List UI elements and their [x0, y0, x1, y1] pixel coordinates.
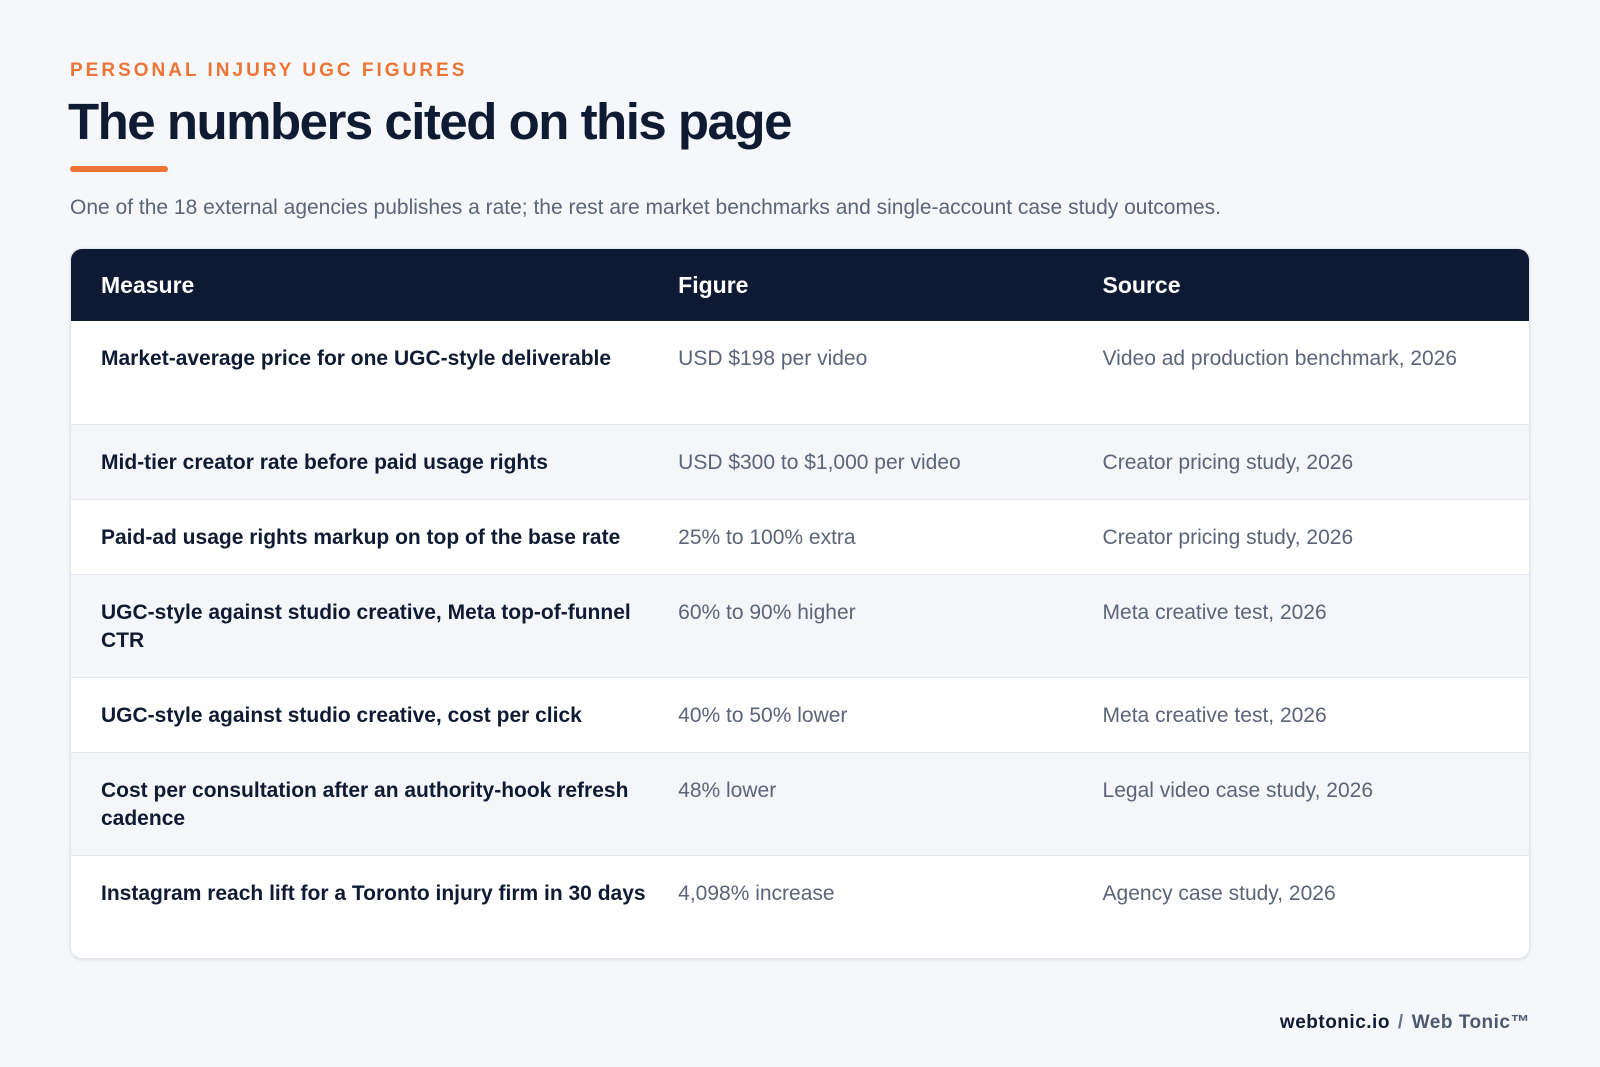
cell-figure: USD $198 per video [678, 347, 868, 370]
cell-measure: Paid-ad usage rights markup on top of th… [101, 526, 621, 549]
page-title: The numbers cited on this page [68, 93, 792, 150]
cell-measure: UGC-style against studio creative, Meta … [101, 601, 631, 652]
cell-measure: UGC-style against studio creative, cost … [101, 704, 582, 727]
cell-source: Legal video case study, 2026 [1102, 779, 1374, 802]
table-row: Instagram reach lift for a Toronto injur… [71, 855, 1529, 958]
footer-separator: / [1397, 1012, 1404, 1033]
table-row: UGC-style against studio creative, cost … [71, 677, 1529, 752]
cell-source: Creator pricing study, 2026 [1102, 526, 1354, 549]
cell-source: Meta creative test, 2026 [1102, 601, 1327, 624]
eyebrow-label: PERSONAL INJURY UGC FIGURES [70, 60, 468, 81]
footer-credit: webtonic.io / Web Tonic™ [1280, 1012, 1530, 1034]
cell-source: Creator pricing study, 2026 [1102, 451, 1354, 474]
cell-figure: 4,098% increase [678, 882, 835, 905]
footer-brand: Web Tonic™ [1411, 1012, 1530, 1033]
column-header-measure: Measure [101, 271, 195, 298]
cell-measure: Instagram reach lift for a Toronto injur… [101, 882, 646, 905]
cell-measure: Cost per consultation after an authority… [101, 779, 629, 830]
cell-figure: USD $300 to $1,000 per video [678, 451, 961, 474]
title-underline [70, 166, 168, 172]
cell-measure: Market-average price for one UGC-style d… [101, 347, 612, 370]
table-body: Market-average price for one UGC-style d… [71, 321, 1529, 958]
table-row: Cost per consultation after an authority… [71, 752, 1529, 855]
table-row: UGC-style against studio creative, Meta … [71, 574, 1529, 677]
cell-figure: 25% to 100% extra [678, 526, 856, 549]
table-row: Paid-ad usage rights markup on top of th… [71, 499, 1529, 574]
page-subtitle: One of the 18 external agencies publishe… [70, 196, 1221, 219]
cell-source: Video ad production benchmark, 2026 [1102, 347, 1458, 370]
column-header-source: Source [1102, 271, 1181, 298]
cell-source: Agency case study, 2026 [1102, 882, 1336, 905]
cell-figure: 48% lower [678, 779, 777, 802]
figures-table: Measure Figure Source Market-average pri… [70, 248, 1530, 959]
table-header: Measure Figure Source [71, 249, 1529, 321]
table-row: Market-average price for one UGC-style d… [71, 321, 1529, 424]
cell-source: Meta creative test, 2026 [1102, 704, 1327, 727]
cell-measure: Mid-tier creator rate before paid usage … [101, 451, 548, 474]
table-row: Mid-tier creator rate before paid usage … [71, 424, 1529, 499]
column-header-figure: Figure [678, 271, 749, 298]
footer-domain-link[interactable]: webtonic.io [1279, 1012, 1390, 1033]
cell-figure: 60% to 90% higher [678, 601, 856, 624]
cell-figure: 40% to 50% lower [678, 704, 848, 727]
